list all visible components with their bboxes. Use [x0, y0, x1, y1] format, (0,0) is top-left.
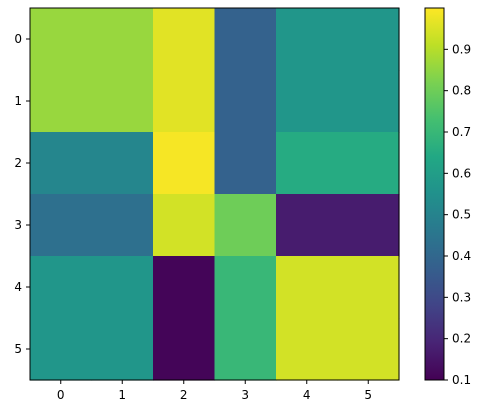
- heatmap-cell: [91, 194, 154, 257]
- x-tick-label: 2: [180, 388, 188, 402]
- heatmap-cell: [153, 256, 216, 319]
- heatmap-cell: [276, 8, 339, 71]
- heatmap-cell: [337, 70, 400, 133]
- y-axis: 0 1 2 3 4 5: [14, 32, 30, 356]
- y-tick-label: 1: [14, 94, 22, 108]
- x-tick-label: 0: [57, 388, 65, 402]
- x-tick-label: 3: [241, 388, 249, 402]
- heatmap-cell: [337, 8, 400, 71]
- colorbar-tick-label: 0.1: [452, 373, 471, 387]
- heatmap-cell: [276, 318, 339, 381]
- heatmap-cell: [30, 194, 93, 257]
- colorbar-tick-label: 0.9: [452, 42, 471, 56]
- heatmap-cell: [91, 8, 154, 71]
- heatmap-cell: [214, 318, 277, 381]
- heatmap-cell: [214, 8, 277, 71]
- colorbar-tick-label: 0.2: [452, 332, 471, 346]
- colorbar-axis: 0.1 0.2 0.3 0.4 0.5 0.6 0.7 0.8 0.9: [444, 42, 471, 387]
- heatmap-cell: [214, 132, 277, 195]
- x-tick-label: 1: [118, 388, 126, 402]
- heatmap-cell: [30, 318, 93, 381]
- colorbar-tick-label: 0.5: [452, 208, 471, 222]
- heatmap-cell: [276, 132, 339, 195]
- heatmap-cell: [214, 194, 277, 257]
- heatmap-cell: [91, 256, 154, 319]
- heatmap-cells: [30, 8, 400, 381]
- heatmap-cell: [153, 132, 216, 195]
- y-tick-label: 4: [14, 280, 22, 294]
- heatmap-cell: [91, 132, 154, 195]
- heatmap-cell: [337, 194, 400, 257]
- heatmap-cell: [276, 194, 339, 257]
- heatmap-cell: [214, 70, 277, 133]
- heatmap-cell: [30, 8, 93, 71]
- colorbar-tick-label: 0.4: [452, 249, 471, 263]
- plot-frame: [29, 7, 400, 381]
- x-axis: 0 1 2 3 4 5: [57, 380, 372, 402]
- colorbar: [424, 7, 445, 381]
- heatmap-cell: [337, 256, 400, 319]
- colorbar-tick-label: 0.6: [452, 166, 471, 180]
- heatmap-cell: [153, 8, 216, 71]
- heatmap-cell: [91, 318, 154, 381]
- heatmap-cell: [276, 256, 339, 319]
- y-tick-label: 3: [14, 218, 22, 232]
- heatmap-cell: [153, 194, 216, 257]
- y-tick-label: 5: [14, 342, 22, 356]
- heatmap-cell: [30, 70, 93, 133]
- heatmap-cell: [30, 132, 93, 195]
- heatmap-cell: [153, 70, 216, 133]
- heatmap-cell: [337, 318, 400, 381]
- heatmap-cell: [91, 70, 154, 133]
- colorbar-tick-label: 0.3: [452, 290, 471, 304]
- heatmap-cell: [276, 70, 339, 133]
- heatmap-cell: [337, 132, 400, 195]
- colorbar-tick-label: 0.7: [452, 125, 471, 139]
- x-tick-label: 4: [303, 388, 311, 402]
- heatmap-cell: [214, 256, 277, 319]
- heatmap-cell: [153, 318, 216, 381]
- x-tick-label: 5: [364, 388, 372, 402]
- y-tick-label: 0: [14, 32, 22, 46]
- y-tick-label: 2: [14, 156, 22, 170]
- heatmap-cell: [30, 256, 93, 319]
- colorbar-tick-label: 0.8: [452, 84, 471, 98]
